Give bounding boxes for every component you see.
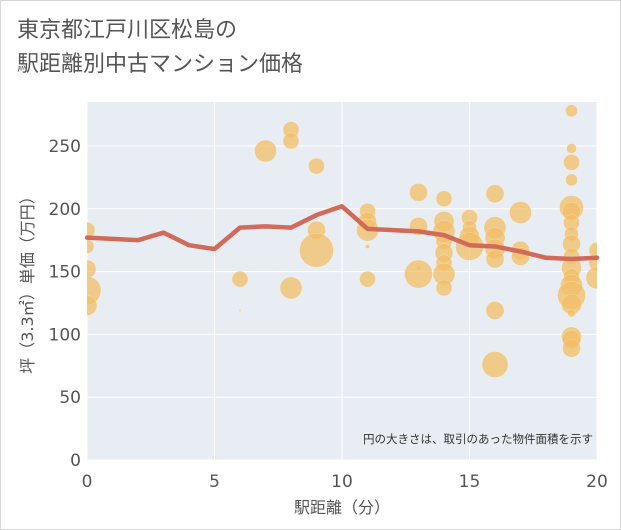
bubble-point xyxy=(409,183,428,202)
size-annotation: 円の大きさは、取引のあった物件面積を示す xyxy=(363,432,593,446)
y-tick-label: 100 xyxy=(49,325,81,345)
bubble-point xyxy=(87,239,95,254)
x-tick-label: 0 xyxy=(82,472,93,492)
x-tick-label: 5 xyxy=(209,472,220,492)
bubble-point xyxy=(254,139,277,163)
y-tick-label: 250 xyxy=(49,137,81,157)
bubble-point xyxy=(279,276,303,300)
bubble-point xyxy=(282,132,300,150)
bubble-point xyxy=(485,301,505,320)
bubble-point xyxy=(567,308,576,318)
bubble-point xyxy=(404,259,433,289)
x-tick-label: 20 xyxy=(586,472,608,492)
x-tick-label: 15 xyxy=(459,472,481,492)
bubble-point xyxy=(588,241,597,259)
bubble-point xyxy=(299,232,334,268)
y-axis-label: 坪（3.3㎡）単価（万円） xyxy=(18,188,37,373)
bubble-point xyxy=(435,279,453,297)
bubble-point xyxy=(231,270,249,288)
bubble-point xyxy=(365,244,370,249)
chart-title: 東京都江戸川区松島の 駅距離別中古マンション価格 xyxy=(17,14,303,82)
x-axis-label: 駅距離（分） xyxy=(294,498,390,517)
y-tick-label: 150 xyxy=(49,263,81,283)
chart-title-line-2: 駅距離別中古マンション価格 xyxy=(17,52,304,77)
y-tick-label: 50 xyxy=(59,388,81,408)
bubble-point xyxy=(563,154,580,171)
x-tick-label: 10 xyxy=(331,472,353,492)
trend-line xyxy=(84,204,600,262)
bubble-point xyxy=(308,157,325,175)
bubble-point xyxy=(481,351,509,378)
bubble-point xyxy=(565,173,578,187)
bubble-point xyxy=(585,266,597,290)
bubble-point xyxy=(435,190,453,207)
y-axis-ticks: 0 50 100 150 200 250 xyxy=(49,137,81,471)
chart-title-line-1: 東京都江戸川区松島の xyxy=(17,18,238,43)
bubble-point xyxy=(485,249,505,269)
bubble-point xyxy=(562,338,581,358)
bubble-point xyxy=(565,104,578,118)
bubble-point xyxy=(87,221,96,239)
y-tick-label: 0 xyxy=(70,451,81,471)
bubble-point xyxy=(87,259,97,279)
bubbles-layer xyxy=(87,104,597,378)
bubble-point xyxy=(509,201,532,224)
bubble-point xyxy=(238,309,242,312)
bubble-point xyxy=(566,143,577,154)
y-tick-label: 200 xyxy=(49,200,81,220)
x-axis-ticks: 0 5 10 15 20 xyxy=(82,472,608,492)
bubble-point xyxy=(87,295,98,316)
bubble-point xyxy=(485,184,505,203)
bubble-point xyxy=(359,270,376,288)
